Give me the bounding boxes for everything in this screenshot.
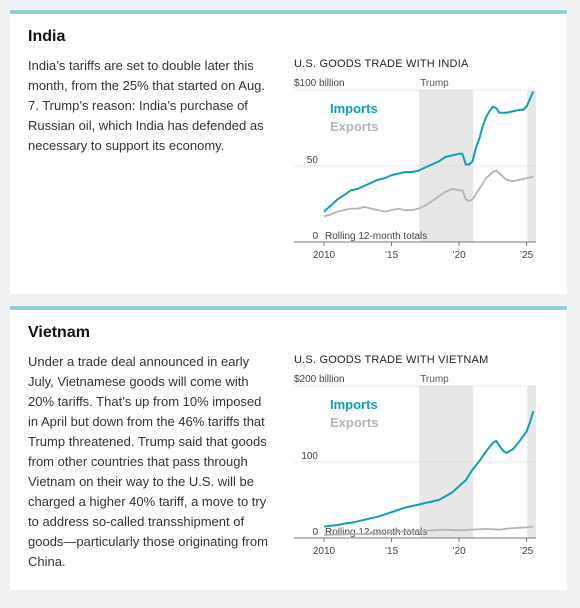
y-tick-label: 100 [301, 451, 318, 462]
y-tick-label: 0 [312, 231, 318, 242]
chart-title: U.S. GOODS TRADE WITH INDIA [294, 58, 469, 70]
legend-label-exports: Exports [330, 119, 378, 134]
x-tick-label: ’25 [520, 546, 534, 557]
card-title: India [28, 28, 66, 45]
x-tick-label: 2010 [313, 250, 336, 261]
y-tick-label: 0 [312, 527, 318, 538]
card-body: India’s tariffs are set to double later … [28, 58, 266, 153]
x-tick-label: ’20 [452, 546, 466, 557]
series-line-imports [323, 91, 535, 213]
annotation-label: Rolling 12-month totals [325, 527, 427, 538]
y-tick-label: $100 billion [294, 78, 345, 89]
card-body: Under a trade deal announced in early Ju… [28, 354, 268, 569]
shaded-period [527, 90, 536, 242]
legend-label-imports: Imports [330, 397, 378, 412]
india-trade-chart: Trump $100 billion 50 0 Rolling 12-month tot… [294, 78, 536, 261]
y-tick-label: $200 billion [294, 374, 345, 385]
india-card: India India’s tariffs are set to double … [10, 10, 567, 294]
x-tick-label: ’15 [385, 546, 399, 557]
legend-label-exports: Exports [330, 415, 378, 430]
y-tick-label: 50 [307, 155, 319, 166]
x-tick-label: ’20 [452, 250, 466, 261]
card-title: Vietnam [28, 324, 90, 341]
series-line-exports [323, 169, 534, 218]
x-tick-label: ’15 [385, 250, 399, 261]
x-tick-label: 2010 [313, 546, 336, 557]
chart-title: U.S. GOODS TRADE WITH VIETNAM [294, 354, 489, 366]
shaded-period [527, 386, 536, 538]
x-tick-label: ’25 [520, 250, 534, 261]
vietnam-trade-chart: Trump $200 billion 100 0 Rolling 12-month to… [294, 374, 536, 557]
shaded-period-label: Trump [420, 78, 449, 89]
legend-label-imports: Imports [330, 101, 378, 116]
series-line-imports [323, 410, 535, 528]
shaded-period-label: Trump [420, 374, 449, 385]
series-line-exports [323, 525, 534, 536]
annotation-label: Rolling 12-month totals [325, 231, 427, 242]
vietnam-card: Vietnam Under a trade deal announced in … [10, 306, 567, 590]
